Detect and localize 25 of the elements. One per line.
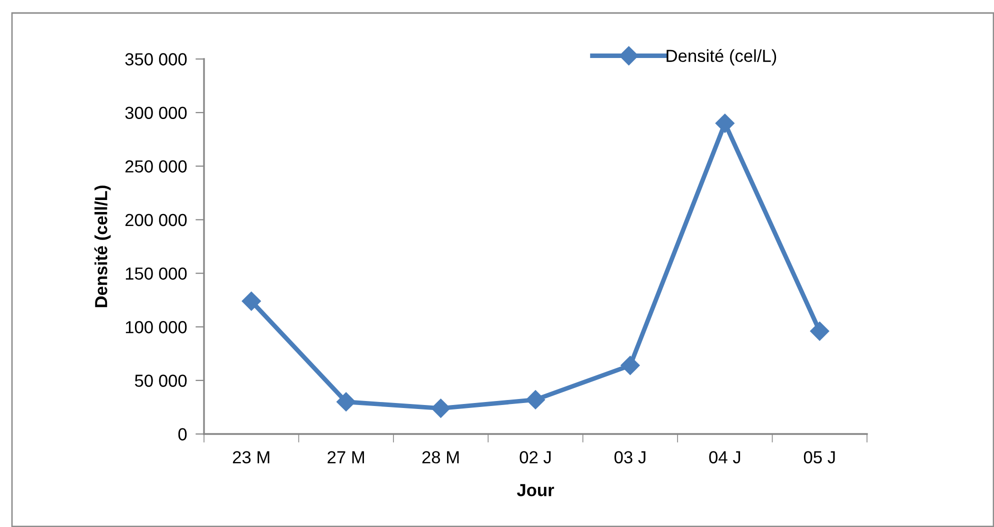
point [336, 392, 356, 412]
y-axis-title: Densité (cell/L) [94, 186, 111, 308]
x-tick-label: 23 M [232, 451, 270, 464]
y-tick-label: 350 000 [125, 53, 187, 66]
point [715, 114, 734, 133]
legend-label: Densité (cel/L) [666, 49, 776, 66]
point [620, 356, 640, 375]
x-tick-label: 03 J [614, 451, 646, 464]
x-tick-label: 05 J [804, 451, 835, 464]
y-tick-label: 300 000 [125, 106, 187, 120]
x-tick-label: 27 M [328, 451, 364, 464]
y-tick-label: 200 000 [125, 214, 187, 226]
point [526, 390, 546, 410]
x-tick-label: 02 J [520, 451, 551, 464]
point [810, 322, 830, 341]
x-tick-label: 04 J [709, 451, 740, 464]
y-tick-label: 100 000 [126, 321, 187, 334]
y-tick-label: 150 000 [126, 267, 187, 280]
point [242, 292, 261, 311]
y-tick-label: 50 000 [134, 374, 187, 387]
x-axis-title: Jour [516, 484, 554, 496]
y-tick-label: 0 [178, 428, 187, 440]
point [431, 398, 450, 418]
x-tick-label: 28 M [422, 451, 459, 464]
y-tick-label: 250 000 [125, 160, 187, 173]
